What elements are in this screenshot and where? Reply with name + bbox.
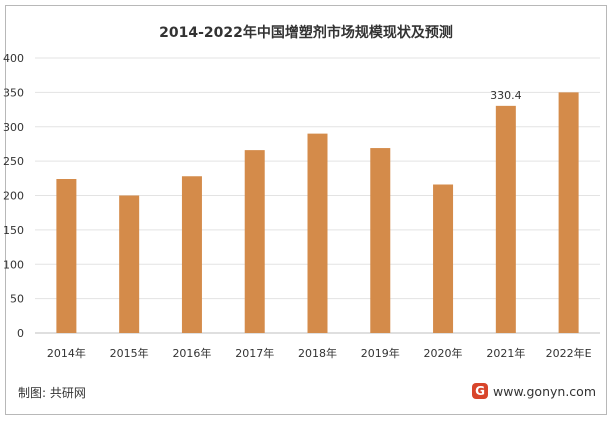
x-tick-label: 2015年 — [110, 346, 149, 360]
x-tick-label: 2021年 — [486, 346, 525, 360]
x-tick-label: 2019年 — [361, 346, 400, 360]
bar-2021年 — [495, 105, 516, 333]
bar-2019年 — [370, 148, 391, 333]
y-tick-label: 350 — [3, 86, 24, 99]
bar-2015年 — [119, 195, 140, 333]
x-tick-label: 2017年 — [235, 346, 274, 360]
bar-2022年E — [558, 92, 579, 333]
website-credit: G www.gonyn.com — [472, 383, 596, 399]
y-tick-label: 250 — [3, 155, 24, 168]
bar-2020年 — [433, 184, 454, 333]
website-url: www.gonyn.com — [493, 383, 596, 399]
y-tick-label: 150 — [3, 224, 24, 237]
gonyn-logo-icon: G — [472, 383, 488, 399]
y-tick-label: 50 — [10, 293, 24, 306]
y-tick-label: 0 — [17, 327, 24, 340]
bar-2014年 — [56, 179, 77, 333]
y-tick-label: 200 — [3, 190, 24, 203]
bar-2017年 — [244, 150, 265, 333]
y-tick-label: 400 — [3, 52, 24, 65]
bar-2016年 — [181, 176, 202, 333]
x-tick-label: 2020年 — [424, 346, 463, 360]
x-tick-label: 2022年E — [546, 346, 592, 360]
bar-2018年 — [307, 133, 328, 333]
x-tick-label: 2018年 — [298, 346, 337, 360]
data-label: 330.4 — [490, 89, 522, 102]
source-credit: 制图: 共研网 — [18, 386, 86, 400]
chart-title: 2014-2022年中国增塑剂市场规模现状及预测 — [159, 25, 453, 41]
y-tick-label: 100 — [3, 258, 24, 271]
y-tick-label: 300 — [3, 121, 24, 134]
x-tick-label: 2016年 — [172, 346, 211, 360]
x-tick-label: 2014年 — [47, 346, 86, 360]
